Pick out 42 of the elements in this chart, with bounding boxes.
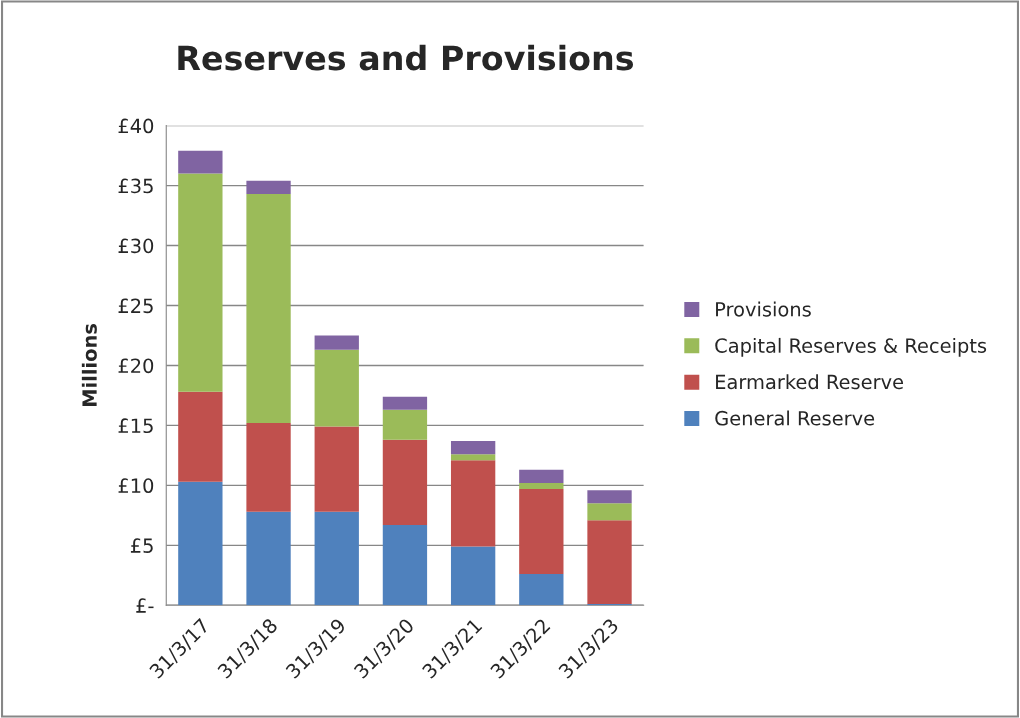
- bar: [450, 441, 496, 455]
- bar: [178, 391, 223, 482]
- legend-label: Provisions: [716, 301, 811, 317]
- bar: [178, 481, 223, 606]
- y-tick-label: £-: [136, 598, 154, 613]
- legend-label: General Reserve: [715, 410, 875, 426]
- y-tick-label: £5: [130, 538, 153, 553]
- bar: [519, 574, 564, 606]
- y-tick-label: £40: [118, 118, 154, 134]
- bar: [314, 335, 359, 350]
- bar: [314, 426, 359, 512]
- legend-label: Capital Reserves & Receipts: [715, 337, 987, 357]
- bar: [246, 511, 291, 606]
- bar: [450, 546, 496, 606]
- y-tick-label: £25: [118, 298, 153, 314]
- bar: [246, 194, 291, 424]
- bar: [519, 469, 564, 483]
- bar: [314, 349, 359, 427]
- legend-label: Earmarked Reserve: [716, 374, 904, 390]
- bar: [314, 511, 359, 606]
- bar: [450, 460, 496, 547]
- bar: [587, 503, 632, 521]
- bar: [382, 409, 428, 440]
- bar: [178, 150, 223, 174]
- y-tick-label: £30: [118, 238, 154, 254]
- bar: [178, 173, 223, 392]
- bar: [382, 396, 428, 410]
- bar: [450, 454, 496, 461]
- bar: [382, 524, 428, 606]
- y-tick-label: £20: [118, 358, 154, 374]
- y-tick-label: £10: [118, 478, 154, 494]
- bar: [587, 520, 632, 605]
- bar: [246, 423, 291, 512]
- y-tick-label: £35: [118, 178, 153, 194]
- chart-title: Reserves and Provisions: [178, 44, 634, 71]
- y-tick-label: £15: [118, 418, 153, 434]
- bar: [382, 439, 428, 525]
- bar: [246, 180, 291, 194]
- bar: [519, 482, 564, 489]
- bar: [587, 490, 632, 504]
- y-axis-title: Millions: [81, 323, 97, 407]
- bar: [519, 488, 564, 575]
